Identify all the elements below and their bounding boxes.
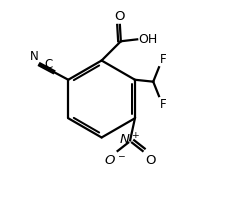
Text: O: O bbox=[115, 10, 125, 23]
Text: $N^+$: $N^+$ bbox=[120, 133, 141, 148]
Text: F: F bbox=[160, 53, 167, 66]
Text: C: C bbox=[45, 58, 53, 71]
Text: OH: OH bbox=[138, 33, 157, 46]
Text: $O^-$: $O^-$ bbox=[104, 154, 126, 167]
Text: O: O bbox=[146, 154, 156, 167]
Text: N: N bbox=[30, 50, 38, 63]
Text: F: F bbox=[160, 98, 167, 111]
